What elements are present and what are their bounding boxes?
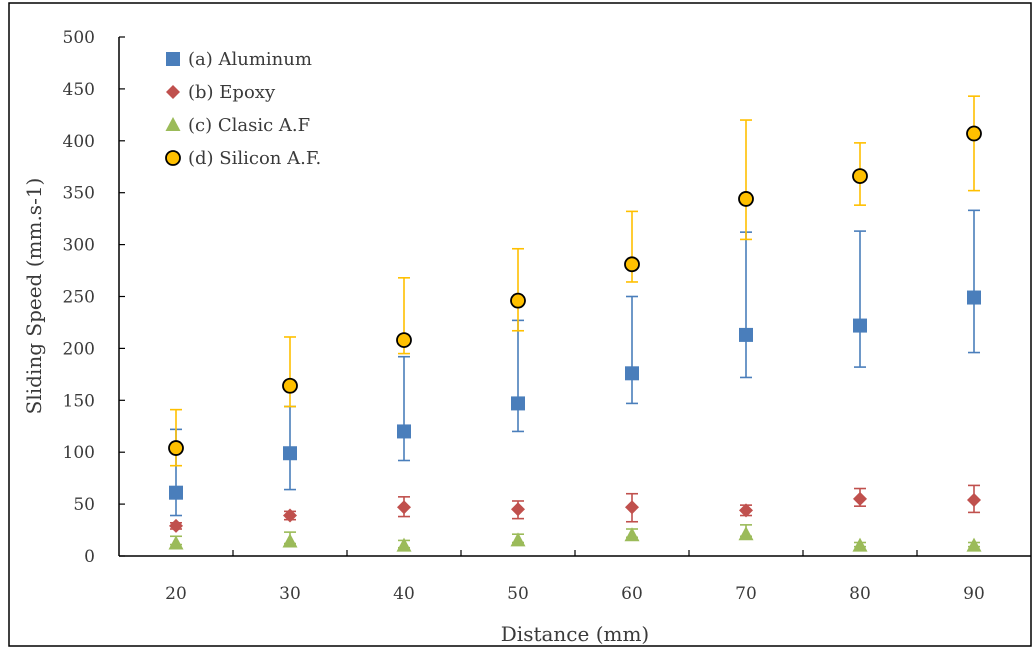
y-axis-title: Sliding Speed (mm.s-1) xyxy=(22,178,46,415)
series-1 xyxy=(169,484,981,533)
data-point xyxy=(966,537,982,552)
x-axis-ticks: 20 30 40 50 60 70 80 90 xyxy=(165,550,985,604)
chart-border xyxy=(8,2,1032,647)
data-point xyxy=(168,535,184,550)
x-tick-label: 30 xyxy=(279,584,301,604)
data-point xyxy=(511,502,525,517)
y-tick-label: 100 xyxy=(63,443,95,463)
series-layer xyxy=(168,95,982,552)
data-point xyxy=(397,500,411,515)
series-2 xyxy=(168,524,982,552)
data-point xyxy=(625,500,639,515)
legend-marker xyxy=(166,85,180,99)
data-point xyxy=(282,533,298,548)
x-tick-label: 70 xyxy=(735,584,757,604)
y-tick-label: 450 xyxy=(63,80,95,100)
data-point xyxy=(397,424,411,439)
y-tick-label: 500 xyxy=(63,28,95,48)
legend-marker xyxy=(165,150,181,166)
x-tick-label: 90 xyxy=(963,584,985,604)
data-point xyxy=(624,256,640,273)
legend-label: (a) Aluminum xyxy=(188,49,312,70)
x-tick-label: 20 xyxy=(165,584,187,604)
x-tick-label: 80 xyxy=(849,584,871,604)
legend-label: (c) Clasic A.F xyxy=(188,115,310,136)
data-point xyxy=(396,537,412,552)
y-tick-label: 400 xyxy=(63,132,95,152)
data-point xyxy=(853,318,867,333)
legend-marker xyxy=(166,52,180,66)
data-point xyxy=(624,527,640,542)
x-tick-label: 50 xyxy=(507,584,529,604)
data-point xyxy=(625,366,639,381)
data-point xyxy=(738,526,754,541)
y-tick-label: 50 xyxy=(73,495,95,515)
data-point xyxy=(852,537,868,552)
data-point xyxy=(169,518,183,533)
y-tick-label: 300 xyxy=(63,236,95,256)
data-point xyxy=(396,332,412,348)
y-tick-label: 350 xyxy=(63,184,95,204)
data-point xyxy=(967,290,981,305)
data-point xyxy=(739,503,753,518)
data-point xyxy=(168,440,184,456)
data-point xyxy=(738,191,754,207)
y-tick-label: 0 xyxy=(84,547,95,567)
y-axis-ticks: 0 50 100 150 200 250 300 350 400 450 500 xyxy=(63,28,125,567)
data-point xyxy=(966,125,982,142)
legend-label: (d) Silicon A.F. xyxy=(188,148,321,169)
legend: (a) Aluminum (b) Epoxy (c) Clasic A.F (d) S… xyxy=(165,49,321,169)
data-point xyxy=(510,532,526,547)
legend-label: (b) Epoxy xyxy=(188,82,276,103)
data-point xyxy=(283,508,297,523)
y-tick-label: 150 xyxy=(63,391,95,411)
data-point xyxy=(853,491,867,506)
data-point xyxy=(283,446,297,461)
x-tick-label: 60 xyxy=(621,584,643,604)
data-point xyxy=(511,396,525,411)
series-3 xyxy=(168,95,982,467)
data-point xyxy=(739,327,753,342)
x-tick-label: 40 xyxy=(393,584,415,604)
data-point xyxy=(282,377,298,394)
y-tick-label: 200 xyxy=(63,339,95,359)
data-point xyxy=(510,292,526,309)
data-point xyxy=(852,168,868,184)
data-point xyxy=(169,485,183,500)
x-axis-title: Distance (mm) xyxy=(501,622,649,646)
data-point xyxy=(967,492,981,507)
y-tick-label: 250 xyxy=(63,288,95,308)
legend-marker xyxy=(165,117,181,131)
